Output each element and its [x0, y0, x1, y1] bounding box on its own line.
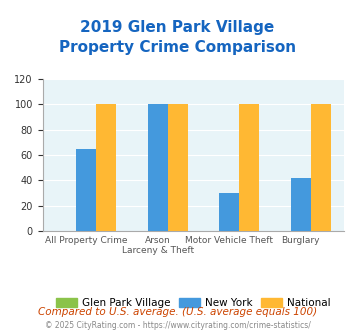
Bar [311, 105, 331, 231]
Bar [76, 149, 96, 231]
Bar [96, 105, 116, 231]
Bar [168, 105, 188, 231]
Bar [291, 178, 311, 231]
Bar [148, 105, 168, 231]
Text: Compared to U.S. average. (U.S. average equals 100): Compared to U.S. average. (U.S. average … [38, 307, 317, 317]
Bar [219, 193, 239, 231]
Text: © 2025 CityRating.com - https://www.cityrating.com/crime-statistics/: © 2025 CityRating.com - https://www.city… [45, 320, 310, 330]
Bar [239, 105, 259, 231]
Text: 2019 Glen Park Village
Property Crime Comparison: 2019 Glen Park Village Property Crime Co… [59, 20, 296, 54]
Legend: Glen Park Village, New York, National: Glen Park Village, New York, National [52, 294, 335, 313]
